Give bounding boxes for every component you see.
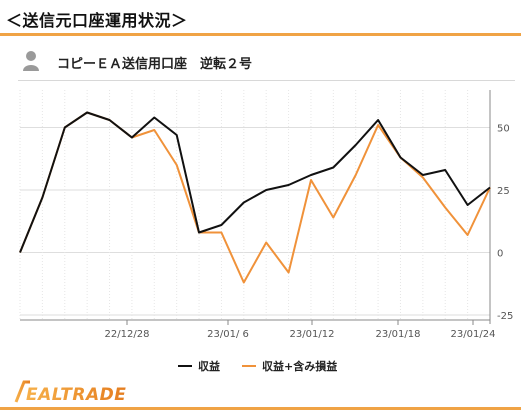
legend-item-profit: 収益 [178, 358, 220, 374]
account-row: コピーＥＡ送信用口座 逆転２号 [0, 44, 521, 81]
x-tick-label: 23/01/24 [451, 329, 496, 340]
user-silhouette-icon [23, 51, 39, 71]
series-line-profit [19, 111, 491, 253]
realtrade-logo: EALTRADE [14, 380, 126, 404]
account-name: コピーＥＡ送信用口座 逆転２号 [57, 57, 253, 72]
svg-text:EALTRADE: EALTRADE [26, 385, 126, 404]
page-header: ＜送信元口座運用状況＞ [0, 0, 521, 36]
performance-line-chart: 50 25 0 -25 22/12/28 23/01/ 6 23/01/12 23/01/18… [19, 90, 513, 340]
legend-label-profit-unrealized: 収益+含み損益 [262, 360, 338, 373]
page-title: ＜送信元口座運用状況＞ [6, 11, 188, 30]
account-divider [18, 80, 515, 81]
legend-swatch-profit [178, 365, 192, 367]
y-tick-label: 25 [497, 186, 510, 197]
footer-divider [0, 407, 521, 410]
chart-legend: 収益 収益+含み損益 [0, 358, 521, 374]
legend-swatch-profit-unrealized [242, 365, 256, 367]
x-tick-label: 22/12/28 [105, 329, 150, 340]
plot-area [20, 90, 490, 320]
legend-label-profit: 収益 [198, 360, 220, 373]
y-tick-label: 0 [497, 249, 503, 260]
legend-item-profit-unrealized: 収益+含み損益 [242, 358, 337, 374]
y-tick-label: -25 [497, 311, 513, 322]
y-tick-label: 50 [497, 124, 510, 135]
x-tick-label: 23/01/ 6 [207, 329, 249, 340]
x-tick-label: 23/01/18 [376, 329, 421, 340]
header-divider [0, 33, 521, 36]
x-tick-label: 23/01/12 [290, 329, 335, 340]
